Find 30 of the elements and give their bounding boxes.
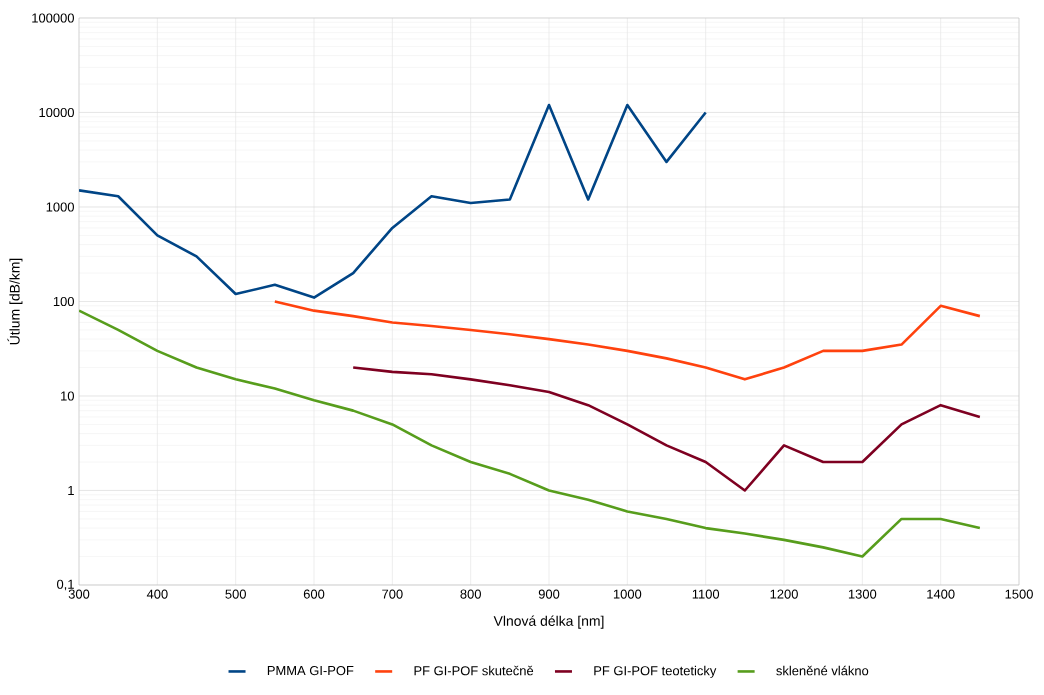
x-tick-label: 1100	[692, 589, 720, 599]
x-tick-label: 400	[146, 589, 168, 599]
x-tick-label: 1500	[1005, 589, 1033, 599]
x-tick-label: 1400	[927, 589, 955, 599]
line-series	[79, 103, 707, 299]
y-tick-label: 0,1	[56, 579, 74, 591]
legend-label: PF GI-POF skutečně	[414, 665, 534, 676]
x-tick-label: 700	[382, 589, 403, 599]
y-axis-title: Útlum [dB/km]	[7, 258, 23, 345]
y-tick-label: 1	[68, 486, 74, 495]
y-tick-label: 100	[53, 296, 74, 307]
line-series	[79, 309, 982, 558]
x-tick-label: 900	[538, 589, 560, 599]
x-tick-label: 300	[68, 589, 90, 599]
line-series	[273, 300, 982, 381]
x-tick-label: 1000	[613, 589, 642, 599]
y-tick-label: 100000	[32, 13, 74, 23]
x-tick-label: 500	[225, 589, 246, 599]
x-tick-label: 800	[460, 589, 481, 599]
y-tick-label: 10000	[39, 107, 74, 118]
legend-label: PF GI-POF teoteticky	[594, 665, 717, 678]
x-axis-title: Vlnová délka [nm]	[493, 615, 604, 629]
legend-label: skleněné vlákno	[776, 665, 869, 676]
x-tick-label: 1300	[848, 589, 877, 599]
y-tick-label: 1000	[46, 202, 74, 212]
line-series	[351, 366, 982, 492]
y-tick-label: 10	[61, 391, 74, 401]
x-tick-label: 600	[303, 589, 325, 599]
legend-label: PMMA GI-POF	[267, 665, 354, 676]
x-tick-label: 1200	[770, 589, 798, 599]
